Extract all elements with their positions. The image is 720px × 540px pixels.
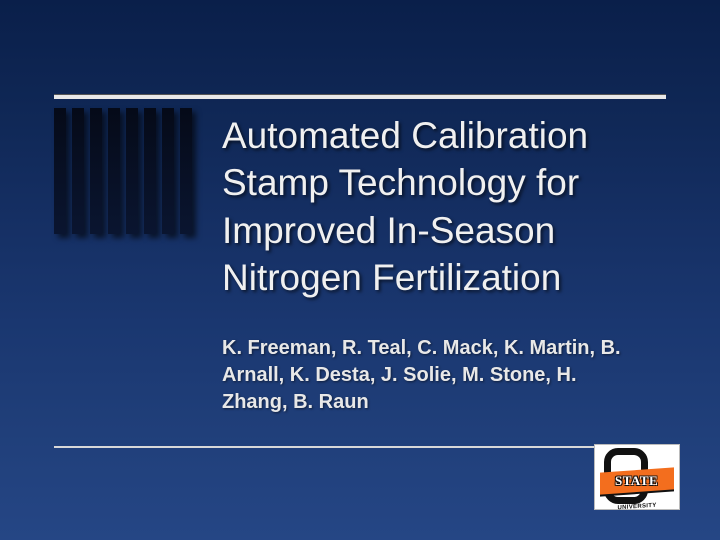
bar (90, 108, 102, 234)
bar (126, 108, 138, 234)
bar (108, 108, 120, 234)
slide-authors: K. Freeman, R. Teal, C. Mack, K. Martin,… (222, 335, 640, 416)
bottom-divider (54, 446, 666, 448)
bar (72, 108, 84, 234)
bar (54, 108, 66, 234)
logo-banner: STATE (600, 467, 674, 494)
university-logo: STATE UNIVERSITY (594, 444, 680, 510)
bar (144, 108, 156, 234)
slide-title: Automated Calibration Stamp Technology f… (222, 112, 662, 301)
decorative-bars (54, 108, 192, 234)
logo-banner-text: STATE (615, 473, 658, 489)
top-divider (54, 94, 666, 99)
bar (162, 108, 174, 234)
bar (180, 108, 192, 234)
